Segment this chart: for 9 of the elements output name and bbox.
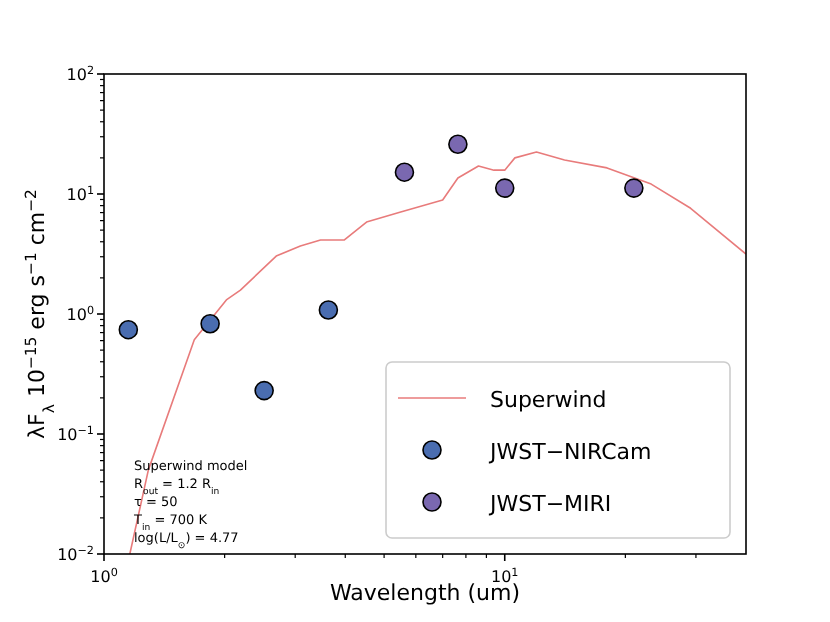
x-axis-title: Wavelength (um)	[329, 580, 521, 606]
legend-label: Superwind	[490, 387, 607, 413]
y-tick-label: 10$^{−1}$	[57, 424, 95, 444]
y-tick-label: 10$^{2}$	[66, 64, 94, 84]
legend-label: JWST−MIRI	[488, 491, 612, 517]
legend-label: JWST−NIRCam	[488, 439, 652, 465]
y-tick-label: 10$^{1}$	[66, 184, 95, 204]
y-tick-label: 10$^{−2}$	[57, 544, 94, 564]
y-tick-label: 10$^{0}$	[66, 304, 95, 324]
